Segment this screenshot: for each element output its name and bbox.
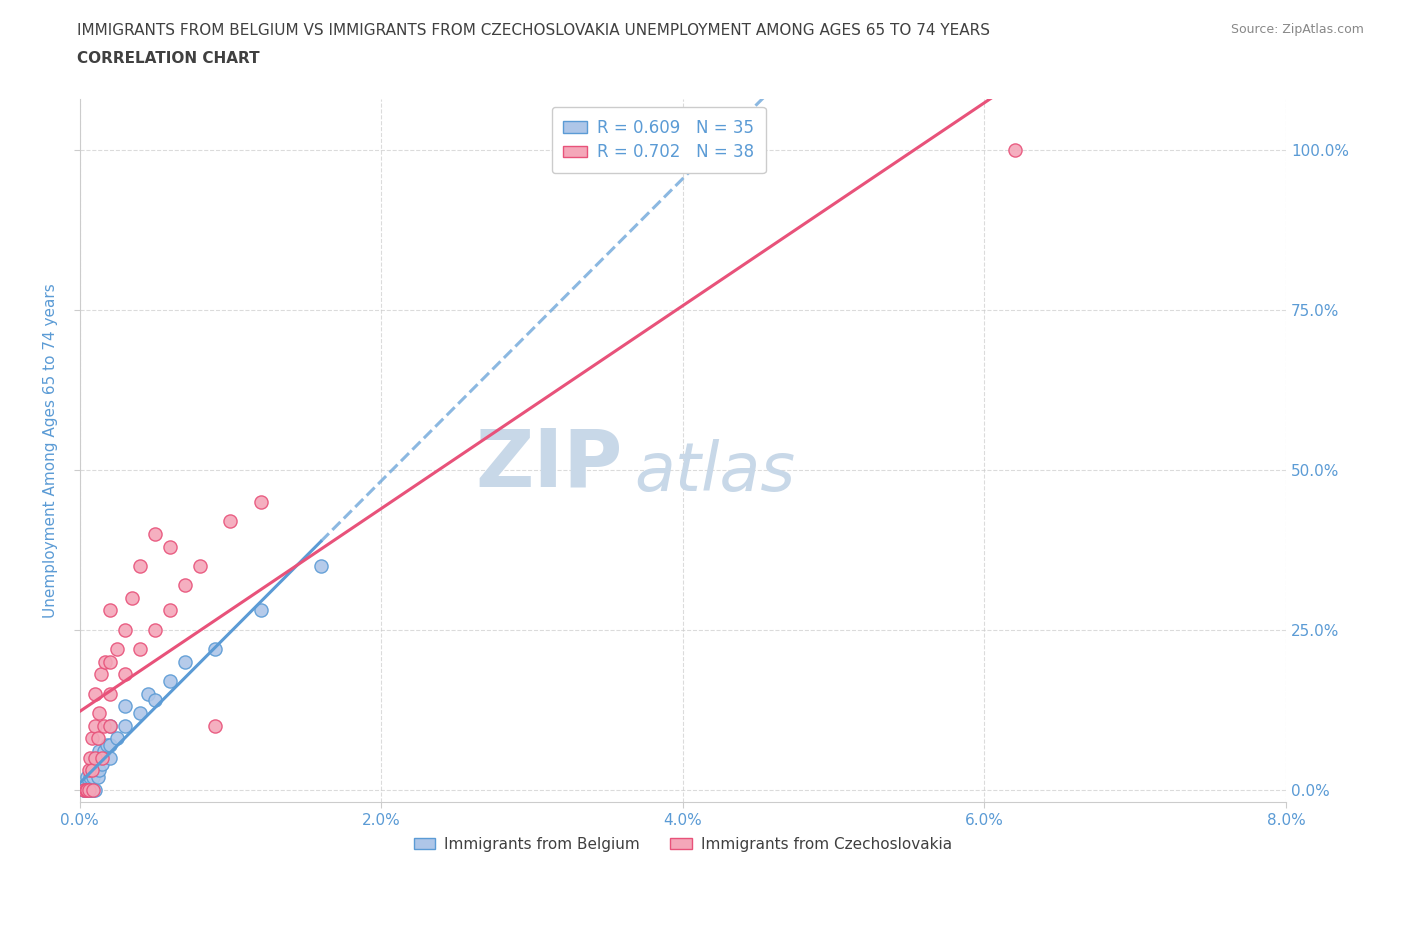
Point (77, 763, 100, 777)
Point (73, 782, 96, 797)
Point (79, 782, 101, 797)
Point (129, 642, 152, 657)
Point (98, 686, 121, 701)
Point (79, 769, 101, 784)
Point (114, 622, 136, 637)
Point (80, 763, 103, 777)
Point (143, 526, 166, 541)
Point (219, 513, 242, 528)
Point (76, 782, 98, 797)
Point (91, 751, 114, 765)
Point (94, 654, 117, 669)
Point (87, 751, 110, 765)
Point (174, 578, 197, 592)
Text: Source: ZipAtlas.com: Source: ZipAtlas.com (1230, 23, 1364, 36)
Point (91, 757, 114, 772)
Point (98, 718, 121, 733)
Point (76, 769, 98, 784)
Point (82, 782, 104, 797)
Point (83, 686, 105, 701)
Point (83, 751, 105, 765)
Point (98, 737, 121, 752)
Point (90, 667, 112, 682)
Point (159, 673, 181, 688)
Point (129, 558, 152, 573)
Point (249, 494, 271, 509)
Point (80, 782, 103, 797)
Point (159, 539, 181, 554)
Point (80, 763, 103, 777)
Point (75, 782, 97, 797)
Point (1004, 142, 1026, 157)
Y-axis label: Unemployment Among Ages 65 to 74 years: Unemployment Among Ages 65 to 74 years (44, 283, 58, 618)
Point (204, 718, 226, 733)
Point (98, 603, 121, 618)
Point (114, 667, 136, 682)
Point (309, 558, 332, 573)
Legend: Immigrants from Belgium, Immigrants from Czechoslovakia: Immigrants from Belgium, Immigrants from… (408, 830, 957, 858)
Point (82, 782, 104, 797)
Point (83, 718, 105, 733)
Point (129, 705, 152, 720)
Point (83, 763, 105, 777)
Point (79, 751, 101, 765)
Point (105, 731, 128, 746)
Point (83, 782, 105, 797)
Point (143, 693, 166, 708)
Point (73, 782, 96, 797)
Point (89, 744, 111, 759)
Point (249, 603, 271, 618)
Point (188, 558, 211, 573)
Point (77, 782, 100, 797)
Point (93, 718, 115, 733)
Point (93, 744, 115, 759)
Point (136, 686, 159, 701)
Point (98, 751, 121, 765)
Point (159, 603, 181, 618)
Point (174, 654, 197, 669)
Text: CORRELATION CHART: CORRELATION CHART (77, 51, 260, 66)
Point (143, 622, 166, 637)
Point (89, 705, 111, 720)
Point (87, 769, 110, 784)
Point (105, 642, 128, 657)
Point (73, 782, 96, 797)
Point (96, 737, 118, 752)
Point (121, 591, 143, 605)
Point (98, 718, 121, 733)
Point (89, 763, 111, 777)
Point (82, 769, 104, 784)
Text: ZIP: ZIP (475, 426, 623, 504)
Point (80, 731, 103, 746)
Point (98, 654, 121, 669)
Point (114, 699, 136, 714)
Point (114, 718, 136, 733)
Text: IMMIGRANTS FROM BELGIUM VS IMMIGRANTS FROM CZECHOSLOVAKIA UNEMPLOYMENT AMONG AGE: IMMIGRANTS FROM BELGIUM VS IMMIGRANTS FR… (77, 23, 990, 38)
Point (77, 782, 100, 797)
Point (87, 731, 110, 746)
Text: atlas: atlas (634, 439, 796, 505)
Point (204, 642, 226, 657)
Point (76, 782, 98, 797)
Point (83, 751, 105, 765)
